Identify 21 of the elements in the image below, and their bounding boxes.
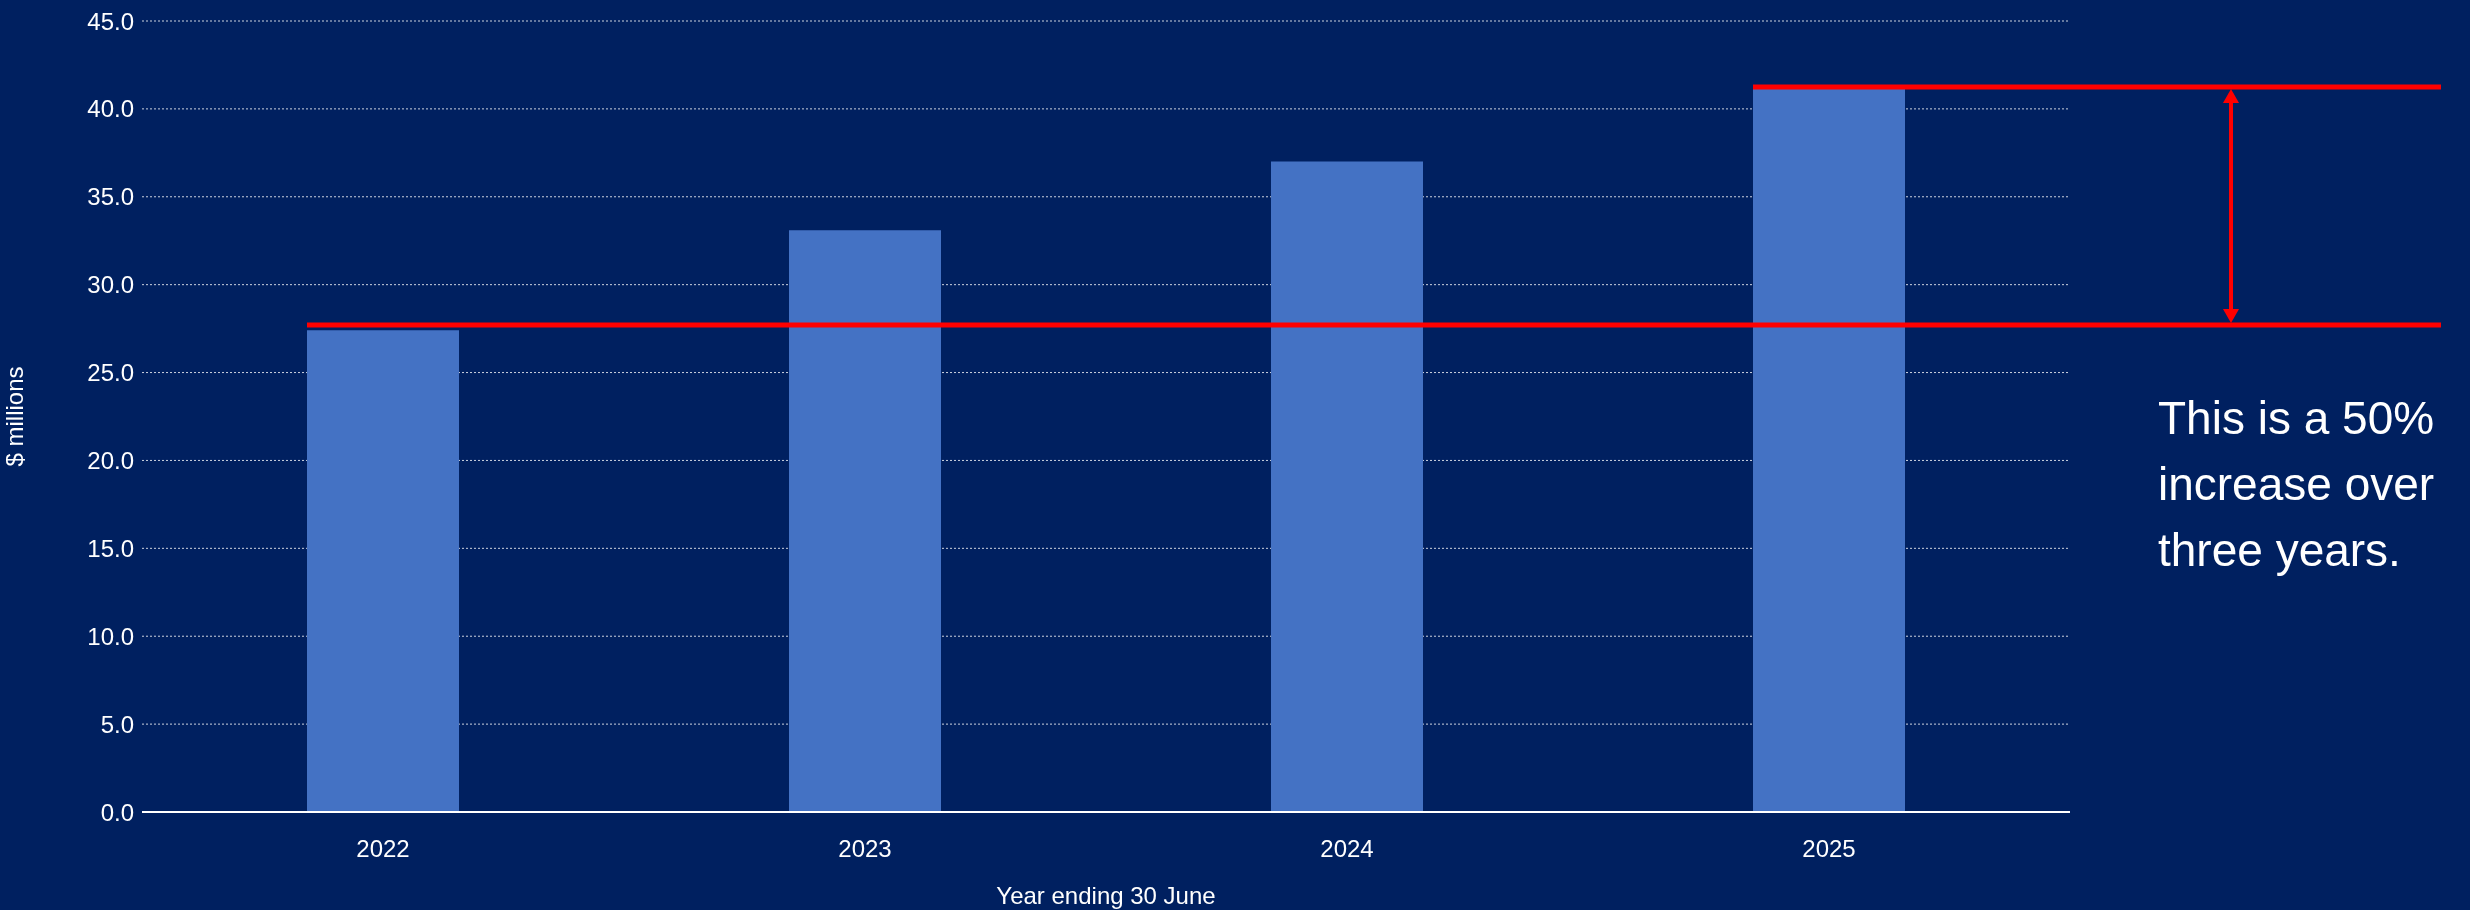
y-tick-label: 0.0 — [100, 798, 134, 826]
y-tick-label: 40.0 — [87, 95, 134, 123]
text: This is a 50% increase over three years. — [2158, 391, 2435, 578]
bar — [1753, 87, 1905, 812]
x-tick-label: 2025 — [1802, 835, 1856, 863]
y-tick-label: 5.0 — [100, 710, 134, 738]
x-tick-label: 2023 — [838, 835, 892, 863]
y-tick-label: 15.0 — [87, 534, 134, 562]
bar — [307, 330, 459, 812]
y-tick-label: 45.0 — [87, 7, 134, 35]
x-tick-label: 2024 — [1320, 835, 1374, 863]
y-tick-label: 25.0 — [87, 359, 134, 387]
x-axis-title: Year ending 30 June — [996, 882, 1216, 909]
y-tick-label: 35.0 — [87, 183, 134, 211]
y-tick-label: 10.0 — [87, 622, 134, 650]
y-tick-label: 30.0 — [87, 271, 134, 299]
y-axis-title: $ millions — [0, 366, 28, 467]
x-tick-label: 2022 — [356, 835, 410, 863]
bar — [789, 230, 941, 812]
bar — [1271, 161, 1423, 812]
y-tick-label: 20.0 — [87, 446, 134, 474]
